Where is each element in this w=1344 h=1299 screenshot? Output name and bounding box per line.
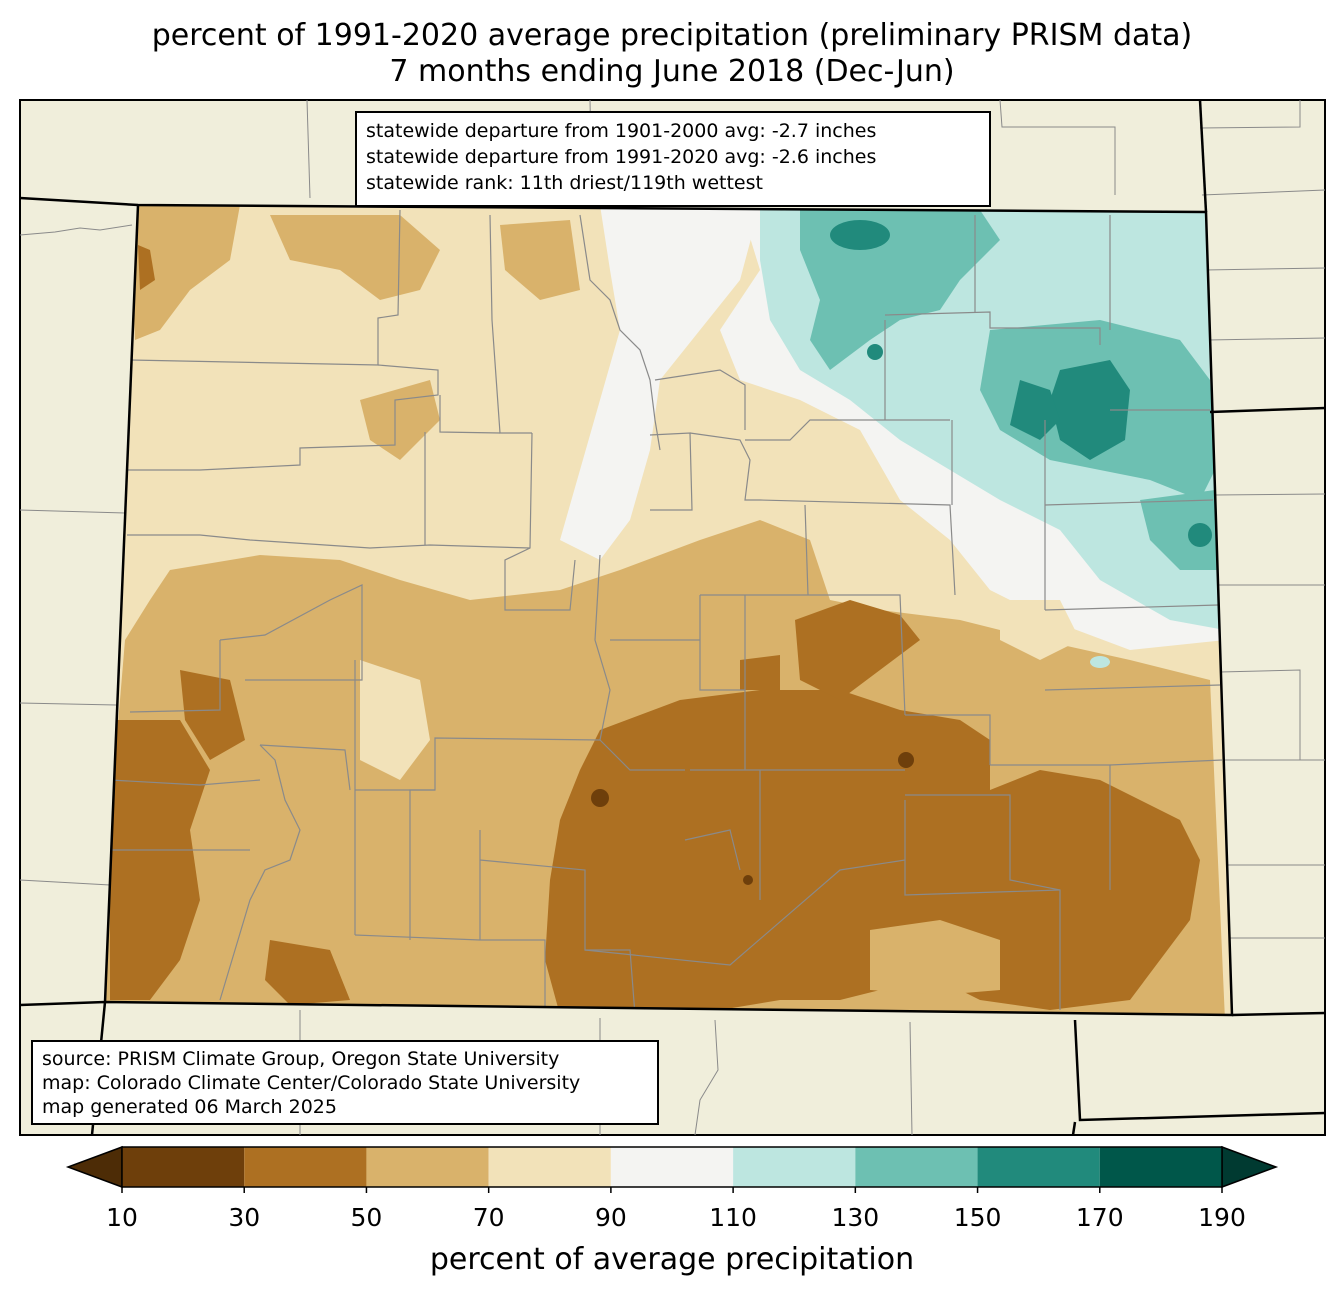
stats-departure-1901-2000: statewide departure from 1901-2000 avg: … [366,120,877,142]
precipitation-field [105,205,1232,1015]
state-borders [19,99,1326,1136]
colorbar-swatch [977,1147,1100,1187]
dry-10-30-spot-e [898,752,914,768]
colorbar-tick-label: 110 [709,1203,757,1232]
dry-50-70-area-n [270,215,440,300]
near-normal-area [560,205,760,560]
colorbar-tick-label: 190 [1198,1203,1246,1232]
dry-50-70-patch [870,920,1000,995]
source-box: source: PRISM Climate Group, Oregon Stat… [31,1040,659,1125]
colorbar-tick-label: 70 [472,1203,505,1232]
colorbar-tick-label: 90 [594,1203,627,1232]
colorbar-swatch [244,1147,367,1187]
colorbar-swatch [488,1147,611,1187]
dry-10-30-spot [591,789,609,807]
dry-50-70-area-wc [360,380,440,460]
dry-30-50-area-s [545,690,1200,1015]
county-lines [109,209,1223,1015]
stats-departure-1991-2020: statewide departure from 1991-2020 avg: … [366,146,877,168]
colorbar-over-arrow [1221,1145,1279,1189]
wet-130-150-area-e [1140,490,1220,570]
colorbar-label: percent of average precipitation [429,1242,915,1277]
wet-150-170-area [1050,360,1130,460]
statewide-stats-box: statewide departure from 1901-2000 avg: … [355,111,991,207]
stats-rank: statewide rank: 11th driest/119th wettes… [366,172,763,194]
colorbar-frame [121,1146,1223,1188]
colorbar [65,1145,1279,1193]
colorbar-swatch [1099,1147,1222,1187]
colorbar-tick-label: 130 [831,1203,880,1232]
dry-50-70-area-nc [500,220,580,300]
colorbar-under-arrow [65,1145,123,1189]
colorbar-swatch [855,1147,978,1187]
map-title-line1: percent of 1991-2020 average precipitati… [151,18,1193,53]
colorbar-tick-label: 10 [106,1203,138,1232]
dry-70-90-patch-sw [360,660,430,780]
wet-150-170-spot-n [830,220,890,250]
wet-150-170-area-w [1010,380,1060,440]
colorbar-tick-label: 150 [953,1203,1002,1232]
dry-30-50-area-sw [110,720,210,1000]
colorbar-tick-label: 170 [1075,1203,1124,1232]
source-map-credit: map: Colorado Climate Center/Colorado St… [42,1072,581,1094]
colorbar-swatch [733,1147,856,1187]
source-data-credit: source: PRISM Climate Group, Oregon Stat… [42,1048,560,1070]
dry-10-30-spot-s [743,875,753,885]
source-generated-date: map generated 06 March 2025 [42,1096,337,1118]
dry-30-50-area-s2 [265,940,350,1005]
colorbar-tick-label: 30 [228,1203,261,1232]
colorbar-swatch [122,1147,245,1187]
map-title-line2: 7 months ending June 2018 (Dec-Jun) [389,54,955,89]
dry-30-50-area-c [740,655,780,690]
colorbar-swatch [366,1147,489,1187]
colorbar-swatch [610,1147,734,1187]
near-normal-patch [1090,656,1110,668]
dry-10-30-area-nw [138,245,155,290]
dry-70-90-patch [1000,600,1080,660]
colorbar-tick-label: 50 [350,1203,383,1232]
dry-30-50-area-w [180,670,245,760]
wet-150-170-spot-e [1188,523,1212,547]
dry-30-50-area-sc [795,600,920,700]
wet-150-170-spot [867,344,883,360]
dry-50-70-area-nw [130,205,240,340]
